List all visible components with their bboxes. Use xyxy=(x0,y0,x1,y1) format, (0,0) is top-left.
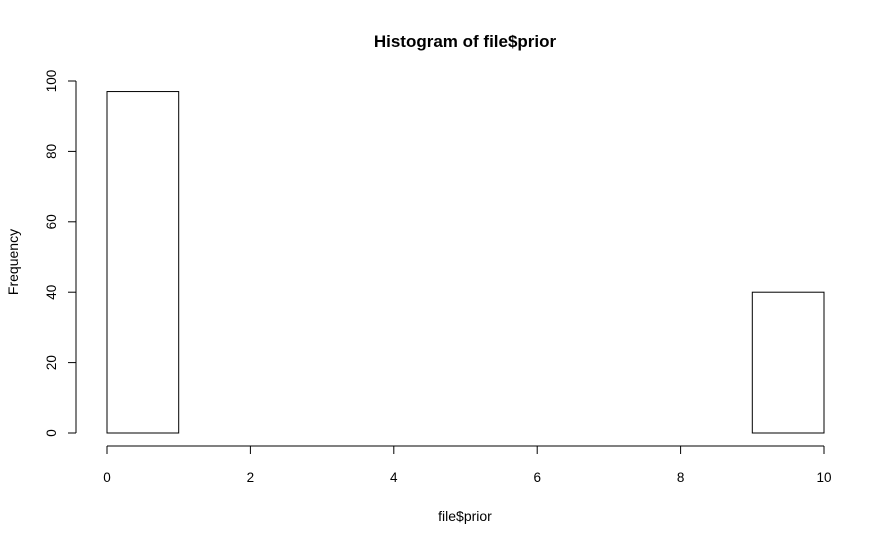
x-axis-label: file$prior xyxy=(438,508,492,524)
bars-group xyxy=(106,91,825,434)
y-tick-label: 40 xyxy=(44,285,59,300)
x-tick-label: 6 xyxy=(533,470,541,485)
x-axis: 0 2 4 6 8 10 xyxy=(103,445,832,485)
y-tick-label: 80 xyxy=(44,144,59,159)
chart-title: Histogram of file$prior xyxy=(374,32,557,51)
y-tick-label: 100 xyxy=(44,70,59,93)
x-tick-label: 8 xyxy=(677,470,685,485)
y-axis: 0 20 40 60 80 100 xyxy=(44,70,77,437)
x-tick-label: 4 xyxy=(390,470,398,485)
histogram-bar-9 xyxy=(751,291,825,434)
y-tick-label: 20 xyxy=(44,355,59,370)
histogram-bar-0 xyxy=(106,91,180,434)
y-axis-label: Frequency xyxy=(5,229,21,295)
y-tick-label: 0 xyxy=(44,429,59,437)
y-tick-label: 60 xyxy=(44,214,59,229)
x-tick-label: 2 xyxy=(247,470,255,485)
x-tick-label: 10 xyxy=(816,470,831,485)
x-tick-label: 0 xyxy=(103,470,111,485)
